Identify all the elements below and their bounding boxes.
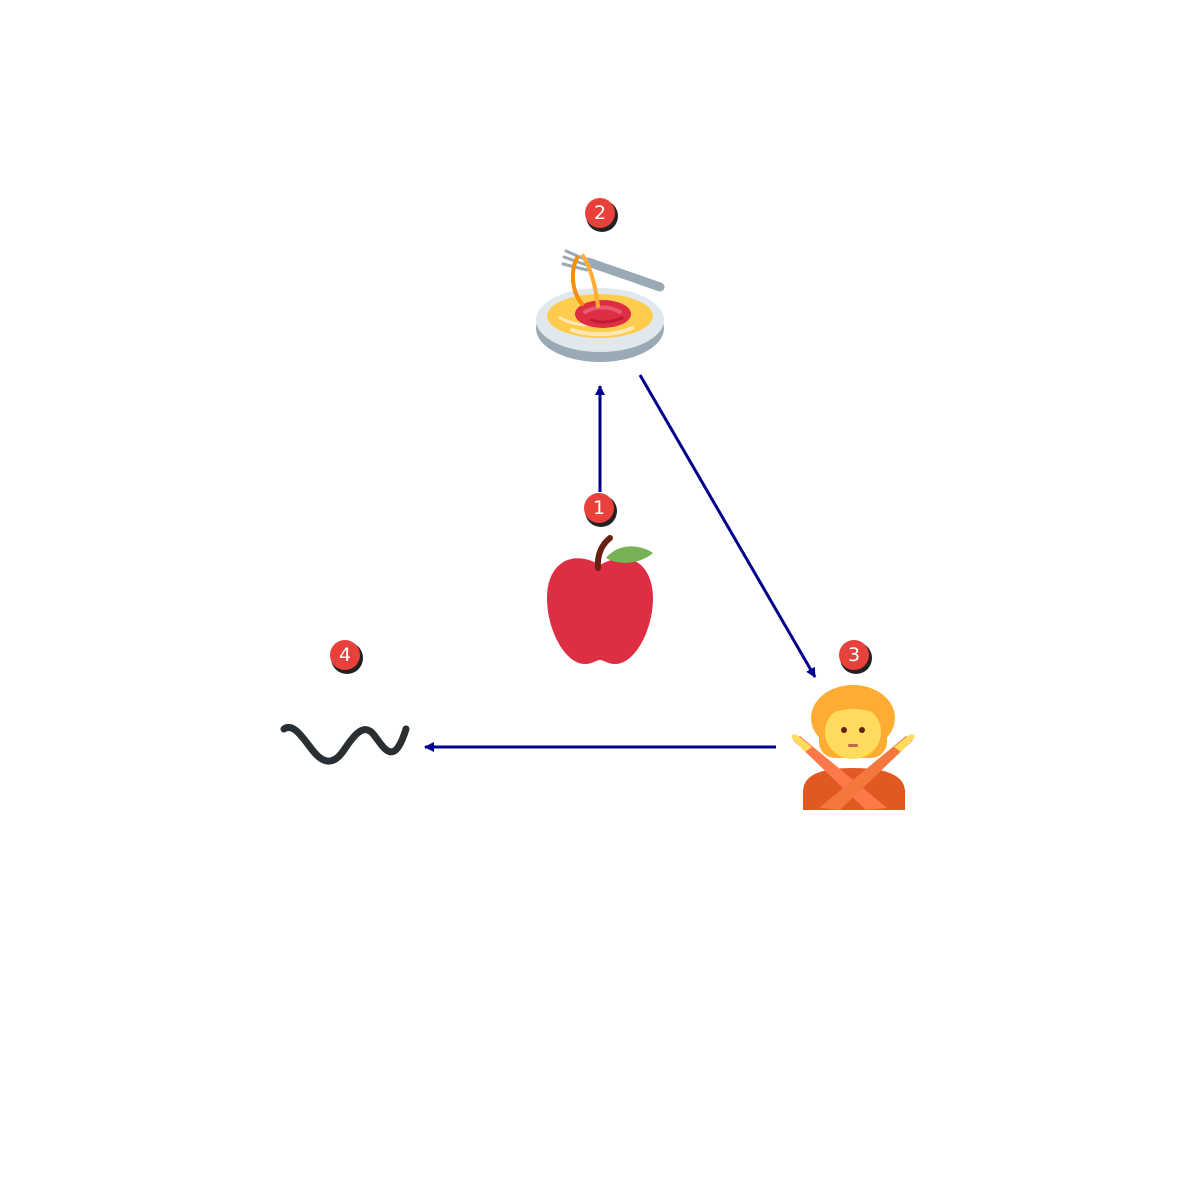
svg-text:3: 3 (848, 644, 860, 666)
badge-2: 2 (585, 198, 618, 232)
person-gesturing-no-icon (791, 685, 915, 810)
svg-text:2: 2 (594, 202, 606, 224)
red-apple-icon (547, 535, 653, 664)
node-apple: 1 (547, 493, 653, 664)
badge-4: 4 (330, 640, 363, 674)
svg-text:1: 1 (593, 497, 605, 519)
spaghetti-icon (536, 249, 665, 362)
wavy-dash-icon (280, 724, 410, 765)
edges (424, 374, 817, 752)
node-spaghetti: 2 (536, 198, 665, 362)
badge-1: 1 (584, 493, 617, 527)
badge-3: 3 (839, 640, 872, 674)
node-person: 3 (791, 640, 915, 810)
node-wave: 4 (280, 640, 410, 765)
svg-text:4: 4 (339, 644, 351, 666)
edge-spaghetti-to-person (638, 374, 817, 678)
